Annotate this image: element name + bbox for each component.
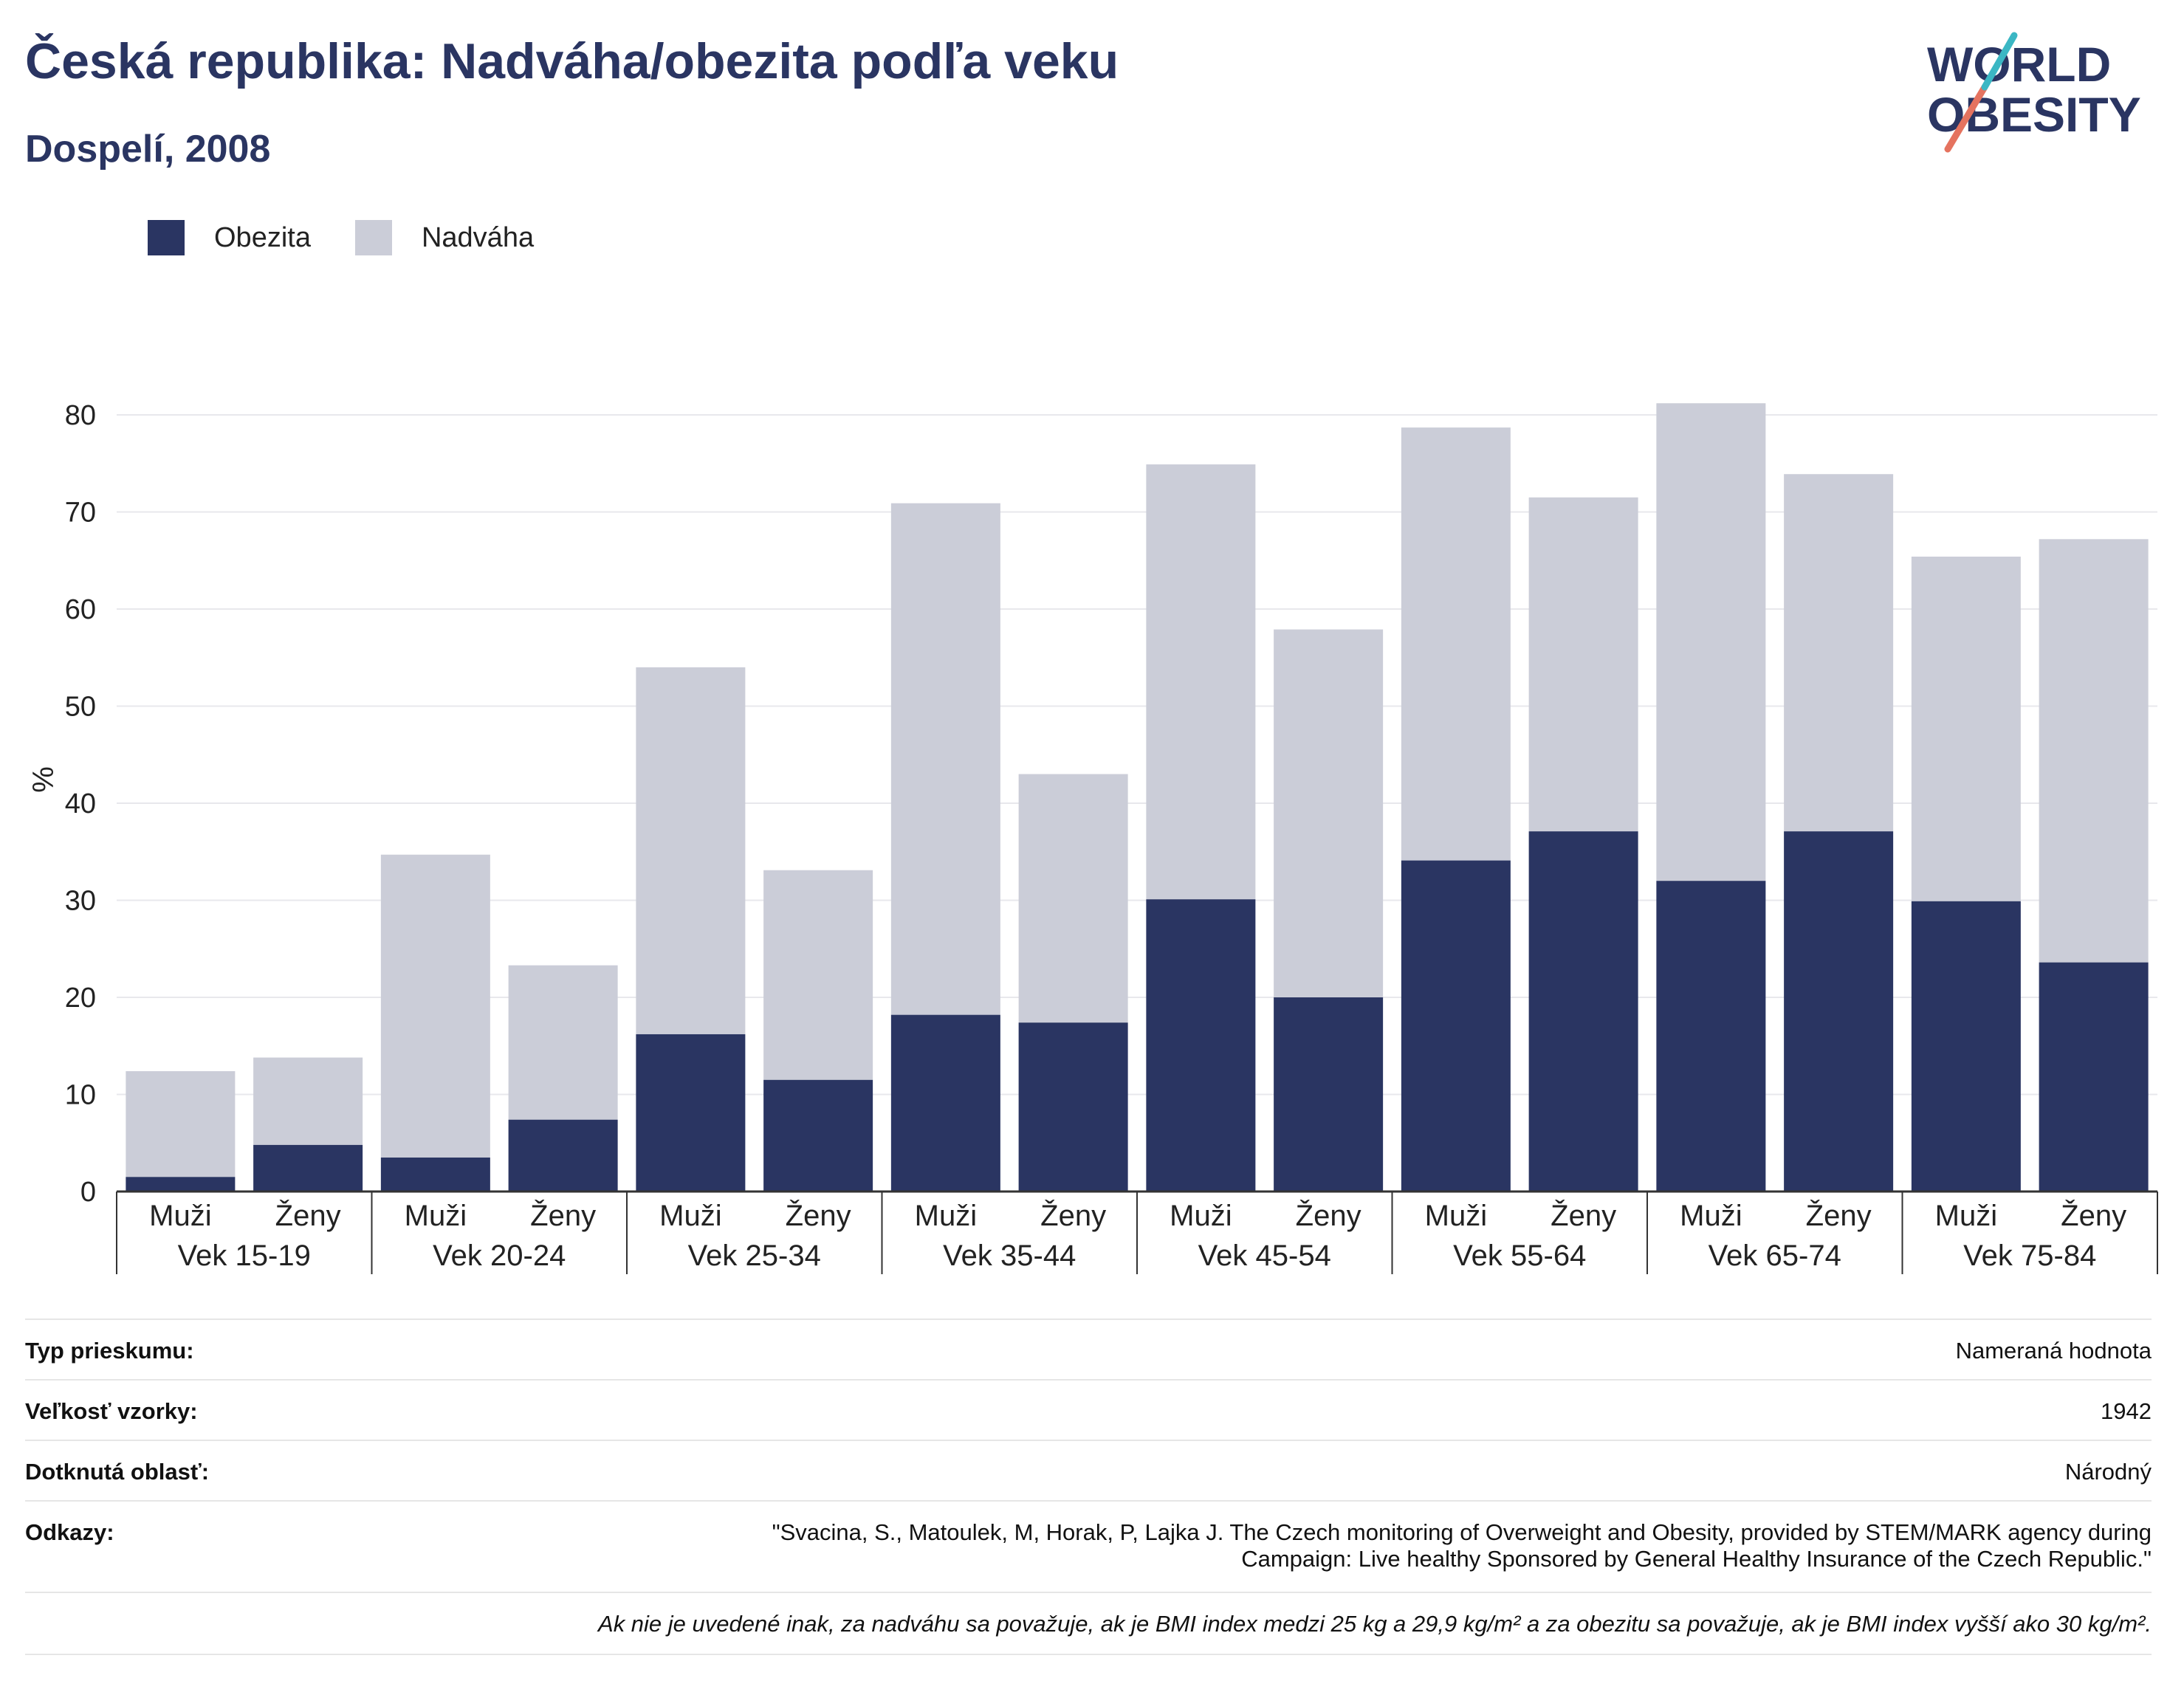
- survey-type-label: Typ prieskumu:: [25, 1338, 194, 1364]
- bar-obezita: [636, 1034, 746, 1192]
- bar-obezita: [1274, 997, 1384, 1192]
- bar-nadvaha: [1274, 629, 1384, 997]
- bar-nadvaha: [126, 1070, 236, 1177]
- bar-nadvaha: [890, 503, 1000, 1015]
- bar-obezita: [1146, 899, 1256, 1192]
- bar-nadvaha: [636, 667, 746, 1034]
- sample-size-label: Veľkosť vzorky:: [25, 1398, 198, 1424]
- chart-title: Česká republika: Nadváha/obezita podľa v…: [25, 33, 1119, 89]
- logo-line2: OBESITY: [1927, 87, 2141, 142]
- x-subcategory-label: Ženy: [530, 1199, 596, 1232]
- sample-size-value: 1942: [2101, 1398, 2152, 1424]
- x-subcategory-label: Ženy: [2061, 1199, 2126, 1232]
- legend-swatch-nadvaha: [354, 220, 392, 255]
- area-label: Dotknutá oblasť:: [25, 1459, 210, 1485]
- bar-nadvaha: [2039, 539, 2149, 963]
- bar-nadvaha: [1784, 474, 1894, 832]
- x-subcategory-label: Ženy: [786, 1199, 851, 1232]
- info-row-area: Dotknutá oblasť: Národný: [25, 1440, 2152, 1500]
- legend-label-obezita: Obezita: [214, 221, 311, 253]
- references-label: Odkazy:: [25, 1519, 114, 1545]
- y-tick-label: 60: [65, 594, 96, 625]
- y-axis-label: %: [27, 766, 60, 793]
- bar-nadvaha: [1656, 403, 1766, 881]
- bar-obezita: [1018, 1022, 1128, 1192]
- logo-line1: WORLD: [1927, 37, 2111, 92]
- bar-obezita: [1528, 831, 1638, 1192]
- y-tick-label: 70: [65, 498, 96, 529]
- references-line-1: "Svacina, S., Matoulek, M, Horak, P, Laj…: [772, 1519, 2152, 1545]
- x-group-label: Vek 45-54: [1198, 1240, 1331, 1272]
- x-subcategory-label: Ženy: [1040, 1199, 1106, 1232]
- y-tick-label: 10: [65, 1080, 96, 1111]
- info-row-survey-type: Typ prieskumu: Nameraná hodnota: [25, 1318, 2152, 1379]
- bar-nadvaha: [1018, 774, 1128, 1023]
- x-subcategory-label: Ženy: [275, 1199, 341, 1232]
- bar-nadvaha: [380, 854, 490, 1158]
- x-subcategory-label: Muži: [1425, 1200, 1487, 1232]
- x-group-label: Vek 35-44: [943, 1240, 1076, 1272]
- x-group-label: Vek 55-64: [1453, 1240, 1586, 1272]
- chart-subtitle: Dospelí, 2008: [25, 128, 271, 171]
- y-tick-label: 20: [65, 983, 96, 1014]
- x-group-label: Vek 25-34: [688, 1240, 821, 1272]
- x-subcategory-label: Muži: [915, 1200, 977, 1232]
- bmi-note: Ak nie je uvedené inak, za nadváhu sa po…: [25, 1592, 2152, 1655]
- x-subcategory-label: Muži: [1170, 1200, 1232, 1232]
- x-subcategory-label: Muži: [659, 1200, 721, 1232]
- x-subcategory-label: Ženy: [1296, 1199, 1361, 1232]
- y-tick-label: 30: [65, 886, 96, 917]
- x-subcategory-label: Ženy: [1806, 1199, 1872, 1232]
- chart-legend: Obezita Nadváha: [148, 220, 578, 255]
- x-group-label: Vek 75-84: [1963, 1240, 2096, 1272]
- bar-nadvaha: [253, 1057, 363, 1145]
- x-subcategory-label: Muži: [1680, 1200, 1742, 1232]
- bar-obezita: [1784, 831, 1894, 1192]
- bar-obezita: [253, 1144, 363, 1192]
- bar-obezita: [2039, 962, 2149, 1192]
- x-subcategory-label: Muži: [149, 1200, 211, 1232]
- info-table: Typ prieskumu: Nameraná hodnota Veľkosť …: [25, 1318, 2152, 1655]
- bar-nadvaha: [763, 870, 873, 1080]
- references-line-2: Campaign: Live healthy Sponsored by Gene…: [1241, 1546, 2152, 1572]
- references-value: "Svacina, S., Matoulek, M, Horak, P, Laj…: [772, 1519, 2152, 1592]
- info-row-references: Odkazy: "Svacina, S., Matoulek, M, Horak…: [25, 1500, 2152, 1592]
- y-tick-label: 50: [65, 692, 96, 723]
- bar-nadvaha: [1401, 427, 1511, 861]
- y-tick-label: 40: [65, 788, 96, 819]
- legend-label-nadvaha: Nadváha: [421, 221, 535, 253]
- stacked-bar-chart: 0 10 20 30 40 50 60 70 80% Muži Ženy Vek 15-19 Muži Ž…: [27, 400, 2158, 1274]
- bar-nadvaha: [1911, 556, 2021, 901]
- y-tick-label: 0: [80, 1177, 96, 1208]
- bar-nadvaha: [1146, 464, 1256, 900]
- bar-obezita: [890, 1014, 1000, 1192]
- bar-obezita: [508, 1119, 618, 1192]
- info-row-sample-size: Veľkosť vzorky: 1942: [25, 1379, 2152, 1440]
- y-tick-label: 80: [65, 400, 96, 431]
- bar-obezita: [1656, 881, 1766, 1192]
- bar-obezita: [763, 1079, 873, 1192]
- x-subcategory-label: Muži: [405, 1200, 467, 1232]
- bar-nadvaha: [1528, 497, 1638, 832]
- world-obesity-logo: WORLD OBESITY: [1920, 30, 2163, 162]
- bar-obezita: [1401, 860, 1511, 1192]
- x-group-label: Vek 65-74: [1709, 1240, 1841, 1272]
- area-value: Národný: [2064, 1459, 2152, 1485]
- bar-nadvaha: [508, 965, 618, 1120]
- bar-obezita: [380, 1157, 490, 1192]
- bar-obezita: [1911, 901, 2021, 1192]
- survey-type-value: Nameraná hodnota: [1955, 1338, 2152, 1364]
- x-group-label: Vek 15-19: [178, 1240, 311, 1272]
- legend-swatch-obezita: [148, 220, 185, 255]
- x-subcategory-label: Ženy: [1551, 1199, 1616, 1232]
- bar-obezita: [126, 1177, 236, 1192]
- x-group-label: Vek 20-24: [433, 1240, 566, 1272]
- x-subcategory-label: Muži: [1935, 1200, 1997, 1232]
